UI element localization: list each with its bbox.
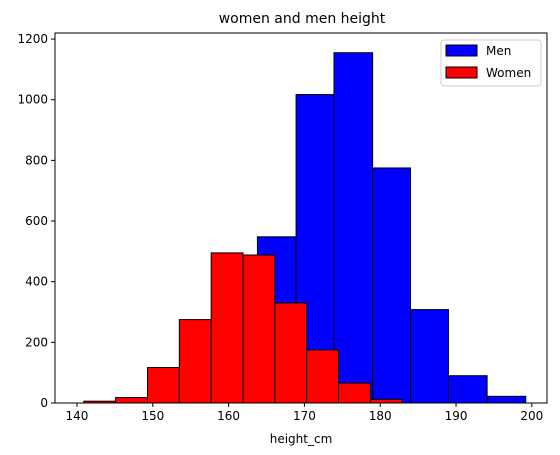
y-tick-label: 400	[25, 275, 48, 289]
x-tick-label: 190	[445, 409, 468, 423]
bar-men-2	[333, 52, 374, 404]
bar-women-9	[369, 398, 403, 404]
bar-men-3	[372, 167, 412, 404]
x-tick-label: 170	[293, 409, 316, 423]
legend-swatch-women	[445, 66, 478, 79]
bar-women-3	[178, 319, 212, 404]
bar-men-5	[447, 375, 488, 404]
bar-women-5	[242, 254, 276, 404]
legend-swatch-men	[445, 44, 478, 57]
bar-women-7	[306, 349, 340, 404]
y-tick-label: 1200	[17, 32, 48, 46]
x-axis-ticks: 140 150 160 170 180 190 200	[66, 403, 543, 423]
bar-women-4	[210, 252, 244, 404]
bar-men-6	[486, 395, 527, 404]
bar-women-6	[274, 302, 308, 404]
legend: Men Women	[440, 39, 542, 87]
y-tick-label: 800	[25, 153, 48, 167]
plot-frame	[54, 32, 548, 404]
x-axis-label: height_cm	[270, 432, 333, 446]
x-tick-label: 140	[66, 409, 89, 423]
x-tick-label: 160	[217, 409, 240, 423]
y-tick-label: 200	[25, 335, 48, 349]
bar-women-2	[146, 367, 180, 404]
bar-women-8	[338, 382, 371, 404]
legend-label-women: Women	[486, 66, 531, 80]
bars-layer	[83, 52, 527, 404]
bar-women-1	[115, 397, 148, 404]
x-tick-label: 200	[520, 409, 543, 423]
y-tick-label: 600	[25, 214, 48, 228]
x-tick-label: 180	[369, 409, 392, 423]
legend-label-men: Men	[486, 44, 511, 58]
chart-title: women and men height	[219, 11, 386, 27]
y-tick-label: 0	[40, 396, 48, 410]
bar-men-4	[410, 309, 449, 404]
y-tick-label: 1000	[17, 93, 48, 107]
y-axis-ticks: 0 200 400 600 800 1000 1200	[17, 32, 55, 410]
x-tick-label: 150	[141, 409, 164, 423]
